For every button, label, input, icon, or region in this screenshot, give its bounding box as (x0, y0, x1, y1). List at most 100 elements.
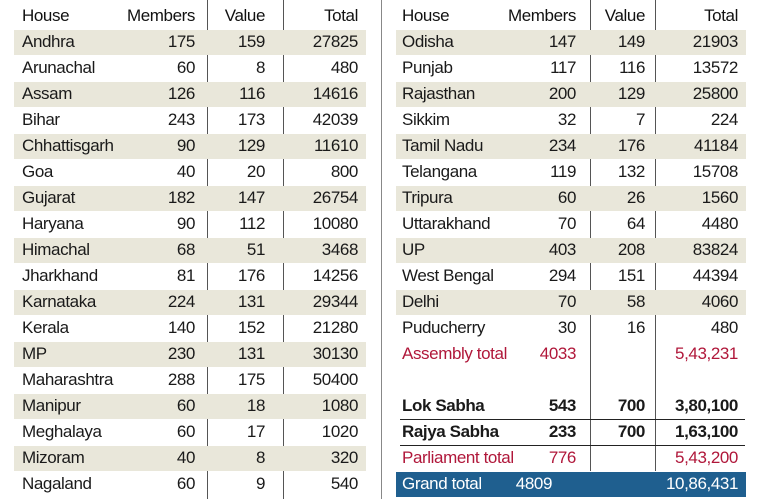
row-rule (400, 419, 745, 420)
house-cell: Tripura (402, 188, 453, 207)
assembly-total-members: 4033 (539, 344, 577, 363)
grand-total-members: 4809 (515, 474, 553, 493)
value-cell: 8 (255, 58, 265, 77)
row-shade (396, 82, 746, 107)
house-cell: Telangana (402, 162, 477, 181)
total-cell: 30130 (312, 344, 359, 363)
rajya-sabha-total: 1,63,100 (675, 422, 738, 441)
lok-sabha-total: 3,80,100 (675, 396, 738, 415)
house-cell: Andhra (22, 32, 75, 51)
column-header: House (22, 6, 70, 25)
column-header: House (402, 6, 450, 25)
value-cell: 7 (635, 110, 645, 129)
assembly-total-total: 5,43,231 (675, 344, 738, 363)
total-cell: 1080 (321, 396, 359, 415)
total-cell: 224 (710, 110, 739, 129)
members-cell: 68 (176, 240, 196, 259)
row-shade (396, 134, 746, 159)
house-cell: Uttarakhand (402, 214, 491, 233)
house-cell: Assam (22, 84, 72, 103)
table-divider (381, 0, 382, 499)
house-cell: West Bengal (402, 266, 494, 285)
members-cell: 117 (550, 58, 576, 77)
house-cell: Odisha (402, 32, 454, 51)
members-cell: 60 (176, 422, 196, 441)
value-cell: 26 (626, 188, 646, 207)
lok-sabha-value: 700 (617, 396, 646, 415)
row-shade (396, 186, 746, 211)
house-cell: Nagaland (22, 474, 92, 493)
total-cell: 83824 (692, 240, 739, 259)
members-cell: 230 (167, 344, 196, 363)
house-cell: Kerala (22, 318, 69, 337)
total-cell: 480 (710, 318, 739, 337)
grand-total-bar (396, 472, 746, 497)
members-cell: 90 (176, 214, 196, 233)
members-cell: 234 (548, 136, 577, 155)
house-cell: Meghalaya (22, 422, 102, 441)
members-cell: 81 (176, 266, 196, 285)
column-header: Members (126, 6, 195, 25)
total-cell: 1020 (321, 422, 359, 441)
row-shade (14, 238, 366, 263)
row-shade (14, 82, 366, 107)
house-cell: Manipur (22, 396, 81, 415)
value-cell: 20 (246, 162, 266, 181)
members-cell: 90 (176, 136, 196, 155)
column-header: Value (224, 6, 266, 25)
members-cell: 70 (557, 214, 577, 233)
rajya-sabha-value: 700 (617, 422, 646, 441)
total-cell: 3468 (321, 240, 359, 259)
members-cell: 60 (176, 474, 196, 493)
house-cell: Tamil Nadu (402, 136, 484, 155)
total-cell: 27825 (312, 32, 359, 51)
members-cell: 182 (167, 188, 196, 207)
members-cell: 60 (176, 396, 196, 415)
house-cell: Bihar (22, 110, 60, 129)
rajya-sabha-members: 233 (548, 422, 577, 441)
house-cell: Arunachal (22, 58, 95, 77)
total-cell: 41184 (693, 136, 738, 155)
members-cell: 60 (176, 58, 196, 77)
column-header: Total (704, 6, 738, 25)
total-cell: 320 (330, 448, 359, 467)
value-cell: 8 (255, 448, 265, 467)
members-cell: 32 (557, 110, 577, 129)
grand-total-label: Grand total (402, 474, 482, 493)
parliament-total-total: 5,43,200 (675, 448, 738, 467)
total-cell: 21903 (692, 32, 739, 51)
value-cell: 129 (237, 136, 266, 155)
row-shade (14, 134, 366, 159)
members-cell: 147 (548, 32, 577, 51)
value-cell: 131 (237, 292, 266, 311)
value-cell: 18 (246, 396, 266, 415)
house-cell: Rajasthan (402, 84, 475, 103)
members-cell: 40 (176, 162, 196, 181)
column-header: Value (604, 6, 646, 25)
members-cell: 175 (167, 32, 196, 51)
house-cell: Goa (22, 162, 53, 181)
total-cell: 21280 (312, 318, 359, 337)
members-cell: 224 (167, 292, 196, 311)
value-cell: 16 (626, 318, 646, 337)
assembly-total-label: Assembly total (402, 344, 507, 363)
row-shade (14, 290, 366, 315)
value-cell: 175 (237, 370, 266, 389)
total-cell: 14256 (312, 266, 359, 285)
value-cell: 173 (237, 110, 266, 129)
column-header: Members (507, 6, 576, 25)
total-cell: 15708 (692, 162, 739, 181)
value-cell: 116 (239, 84, 265, 103)
members-cell: 243 (167, 110, 196, 129)
members-cell: 70 (557, 292, 577, 311)
rajya-sabha-label: Rajya Sabha (402, 422, 499, 441)
parliament-total-members: 776 (548, 448, 577, 467)
house-cell: Karnataka (22, 292, 96, 311)
column-divider (590, 0, 591, 471)
value-cell: 176 (237, 266, 266, 285)
value-cell: 149 (617, 32, 646, 51)
value-cell: 208 (617, 240, 646, 259)
value-cell: 131 (237, 344, 266, 363)
house-cell: Sikkim (402, 110, 450, 129)
total-cell: 25800 (692, 84, 739, 103)
